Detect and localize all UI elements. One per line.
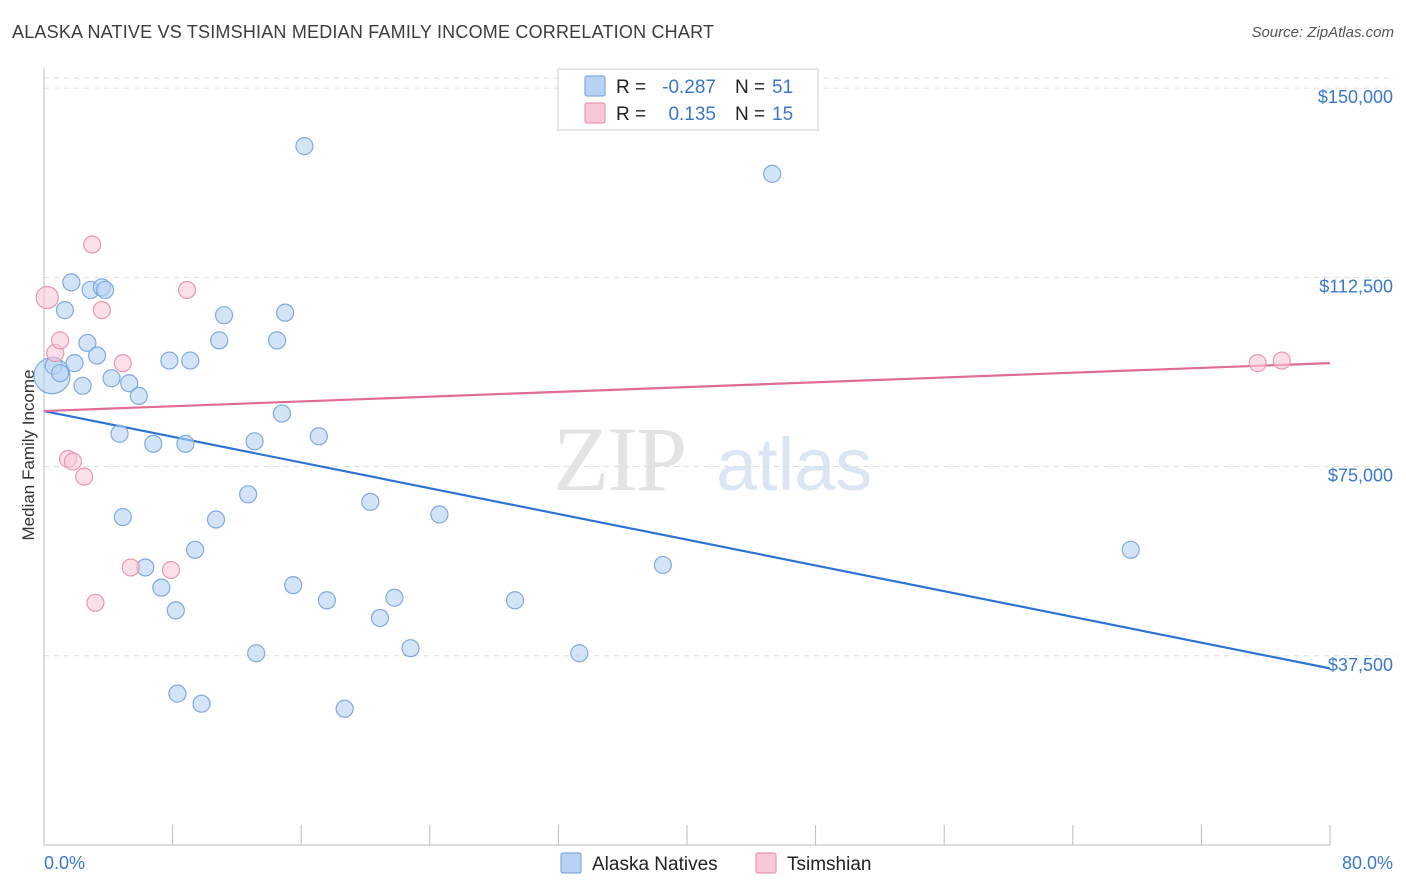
point-alaska-natives [317,591,337,610]
point-tsimshian [121,558,140,577]
legend-n-label-tsimshian: N = [735,104,765,125]
point-alaska-natives [267,331,287,350]
point-alaska-natives [102,369,121,388]
legend-n-label-alaska: N = [735,77,765,98]
legend-swatch-alaska [584,75,606,97]
legend-n-value-tsimshian: 15 [772,104,793,125]
series-legend-swatch-tsimshian [755,852,777,874]
point-alaska-natives [87,346,107,365]
point-alaska-natives [181,351,200,370]
point-alaska-natives [570,644,589,663]
point-alaska-natives [206,510,226,529]
y-tick-label: $112,500 [1319,276,1393,296]
point-alaska-natives [505,591,525,610]
point-alaska-natives [73,376,92,395]
point-alaska-natives [55,301,74,320]
point-alaska-natives [272,404,292,423]
point-tsimshian [50,331,70,350]
point-alaska-natives [50,364,70,383]
legend-r-label-tsimshian: R = [616,104,646,125]
point-tsimshian [92,301,111,320]
point-alaska-natives [309,427,328,446]
point-tsimshian [1248,354,1267,373]
point-alaska-natives [653,555,672,575]
point-tsimshian [83,235,102,254]
point-alaska-natives [239,485,258,504]
point-alaska-natives [160,351,179,370]
point-alaska-natives [192,694,211,713]
point-tsimshian [1272,351,1291,370]
chart-title: ALASKA NATIVE VS TSIMSHIAN MEDIAN FAMILY… [12,22,715,42]
trend-lines [43,362,1331,670]
x-tick-labels: 0.0% 80.0% [44,853,1393,873]
point-alaska-natives [120,374,139,393]
point-alaska-natives [763,164,782,183]
chart-source: Source: ZipAtlas.com [1251,24,1394,41]
point-alaska-natives [284,576,303,595]
point-alaska-natives [113,507,132,527]
point-alaska-natives [335,699,354,718]
series-legend-label-tsimshian: Tsimshian [787,854,871,875]
legend-r-label-alaska: R = [616,77,646,98]
point-alaska-natives [176,434,195,453]
point-alaska-natives [210,331,229,350]
point-tsimshian [161,560,181,580]
point-alaska-natives [295,137,314,156]
point-alaska-natives [214,306,234,325]
point-alaska-natives [370,608,390,628]
legend-r-value-alaska: -0.287 [662,77,716,98]
point-alaska-natives [168,684,187,703]
series-legend-label-alaska: Alaska Natives [592,854,718,875]
point-tsimshian [35,285,59,310]
point-tsimshian [113,354,132,373]
point-tsimshian [75,467,94,486]
x-tick-label-min: 0.0% [44,853,85,873]
point-tsimshian [63,452,83,471]
point-tsimshian [86,593,105,612]
legend-swatch-tsimshian [584,102,606,124]
trend-line-alaska-natives [43,409,1331,670]
point-alaska-natives [166,601,185,620]
trend-line-tsimshian [43,362,1331,413]
gridlines [44,77,1395,657]
point-alaska-natives [276,303,295,322]
point-alaska-natives [62,273,81,292]
legend-n-value-alaska: 51 [772,77,793,98]
point-alaska-natives [1121,540,1140,559]
watermark-zip: ZIP [553,408,685,510]
point-alaska-natives [385,588,404,607]
y-tick-label: $37,500 [1328,655,1393,675]
axes [43,68,1331,846]
point-alaska-natives [247,644,266,663]
point-alaska-natives [129,386,148,406]
point-alaska-natives [186,540,205,559]
point-alaska-natives [245,432,264,451]
point-tsimshian [177,280,197,300]
y-tick-labels: $37,500 $75,000 $112,500 $150,000 [1318,87,1393,675]
point-alaska-natives [401,639,420,658]
y-tick-label: $75,000 [1328,466,1393,486]
point-alaska-natives [110,424,129,443]
series-legend: Alaska Natives Tsimshian [560,852,871,875]
scatter-points [33,137,1291,718]
x-tick-label-max: 80.0% [1342,853,1393,873]
point-alaska-natives [361,492,380,511]
y-axis-label: Median Family Income [19,369,38,540]
series-legend-swatch-alaska [560,852,582,874]
point-alaska-natives [144,434,163,453]
legend-r-value-tsimshian: 0.135 [668,104,716,125]
point-alaska-natives [430,505,449,524]
stats-legend: R = -0.287 N = 51 R = 0.135 N = 15 [557,68,819,131]
point-alaska-natives [152,578,171,597]
point-alaska-natives [78,333,97,353]
point-alaska-natives [95,280,115,300]
y-tick-label: $150,000 [1318,87,1393,107]
watermark-atlas: atlas [716,423,872,506]
point-alaska-natives [65,354,84,373]
